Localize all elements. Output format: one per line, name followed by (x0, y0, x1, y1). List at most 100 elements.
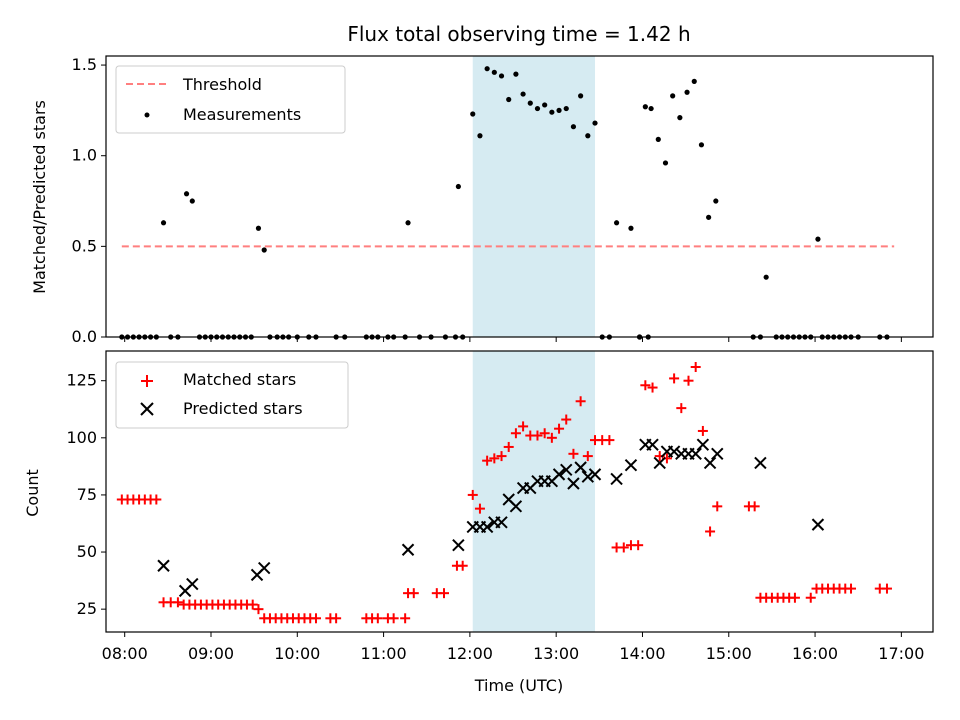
matched-star-point (789, 592, 800, 603)
bottom-y-ticks: 25 50 75 100 125 (66, 371, 106, 618)
top-y-tick-label: 1.0 (72, 146, 97, 165)
matched-star-point (503, 441, 514, 452)
predicted-star-point (667, 445, 681, 458)
measurement-point (549, 109, 555, 115)
bottom-y-tick-label: 25 (77, 599, 97, 618)
measurement-point (684, 89, 690, 95)
predicted-star-point (754, 456, 767, 470)
matched-star-point (518, 421, 529, 432)
measurement-point (527, 100, 533, 106)
measurement-point (677, 115, 683, 121)
matched-star-point (690, 361, 701, 372)
matched-star-point (676, 403, 687, 414)
matched-star-point (438, 588, 449, 599)
predicted-star-point (610, 472, 623, 486)
measurement-point (506, 96, 512, 103)
predicted-star-point (574, 461, 587, 474)
matched-star-point (568, 448, 579, 459)
bottom-y-tick-label: 125 (66, 371, 97, 390)
x-axis-label: Time (UTC) (474, 676, 563, 695)
matched-star-point (647, 382, 658, 393)
top-y-tick-label: 0.5 (72, 236, 97, 255)
measurement-point (578, 93, 584, 99)
predicted-star-point (552, 468, 566, 481)
predicted-star-point (258, 561, 271, 575)
measurement-point (470, 111, 476, 117)
measurement-point (585, 133, 591, 139)
matched-star-point (640, 380, 651, 391)
matched-star-point (408, 588, 419, 599)
predicted-star-point (452, 538, 465, 552)
bottom-x-ticks: 08:00 09:00 10:00 11:00 12:00 13:00 14:00 15:00… (102, 632, 924, 663)
matched-star-point (697, 425, 708, 436)
matched-legend-label: Matched stars (183, 370, 296, 389)
measurement-point (455, 183, 461, 190)
x-tick-label: 15:00 (706, 644, 752, 663)
matched-star-point (482, 455, 493, 466)
measurement-point (662, 160, 669, 166)
predicted-star-point (711, 447, 724, 461)
x-tick-label: 11:00 (361, 644, 407, 663)
top-panel-frame (105, 55, 934, 338)
measurement-point (655, 136, 661, 142)
measurement-point (670, 93, 676, 99)
predicted-star-point (509, 500, 523, 513)
x-tick-label: 16:00 (792, 644, 838, 663)
x-tick-label: 17:00 (878, 644, 924, 663)
measurement-point (763, 274, 769, 280)
predicted-star-point (653, 456, 666, 470)
top-y-tick-label: 0.0 (72, 327, 97, 346)
measurement-point (556, 107, 562, 113)
matched-star-point (253, 604, 264, 615)
bottom-legend: Matched stars Predicted stars (115, 361, 349, 429)
matched-star-point (539, 428, 550, 439)
predicted-star-point (495, 516, 508, 529)
matched-star-point (669, 373, 680, 384)
measurement-point (563, 105, 569, 112)
matched-star-point (881, 583, 892, 594)
top-y-ticks: 0.0 0.5 1.0 1.5 (72, 55, 106, 346)
matched-star-point (474, 503, 485, 514)
top-y-axis-label: Matched/Predicted stars (30, 100, 49, 294)
measurement-point (261, 247, 267, 253)
measurement-point (405, 220, 411, 226)
matched-star-point (805, 592, 816, 603)
bottom-y-tick-label: 75 (77, 485, 97, 504)
predicted-star-point (157, 559, 170, 572)
matched-star-point (331, 613, 342, 624)
measurement-point (183, 191, 190, 197)
measurement-point (484, 66, 490, 72)
predicted-star-point (588, 468, 602, 481)
matched-star-point (247, 599, 258, 610)
measurement-point (815, 236, 821, 242)
matched-legend-swatch (141, 375, 153, 387)
matched-star-point (372, 613, 383, 624)
predicted-star-point (811, 518, 825, 531)
matched-star-point (400, 613, 411, 624)
measurement-point (534, 105, 541, 112)
matched-star-point (489, 453, 500, 464)
matched-star-point (561, 414, 572, 425)
bottom-panel-frame (105, 350, 934, 633)
measurement-point (570, 124, 577, 130)
x-tick-label: 12:00 (447, 644, 493, 663)
matched-star-point (151, 494, 162, 505)
bottom-marks (116, 361, 892, 624)
top-legend-box (115, 65, 346, 134)
measurement-point (628, 225, 634, 231)
matched-star-point (532, 430, 543, 441)
measurement-point (189, 198, 195, 204)
predicted-star-point (560, 463, 573, 477)
measurement-point (648, 105, 654, 112)
top-highlight-band (472, 56, 596, 337)
predicted-star-point (624, 459, 638, 472)
measurement-point (613, 220, 620, 226)
bottom-panel: 25 50 75 100 125 08:00 09:00 10:00 11:00 12:00 13… (23, 350, 934, 695)
matched-star-point (310, 613, 321, 624)
x-tick-label: 09:00 (188, 644, 234, 663)
matched-star-point (633, 540, 644, 551)
top-panel: 0.0 0.5 1.0 1.5 Matched/Predicted stars Thr… (30, 55, 934, 346)
matched-star-point (749, 501, 760, 512)
chart-title: Flux total observing time = 1.42 h (347, 22, 690, 46)
